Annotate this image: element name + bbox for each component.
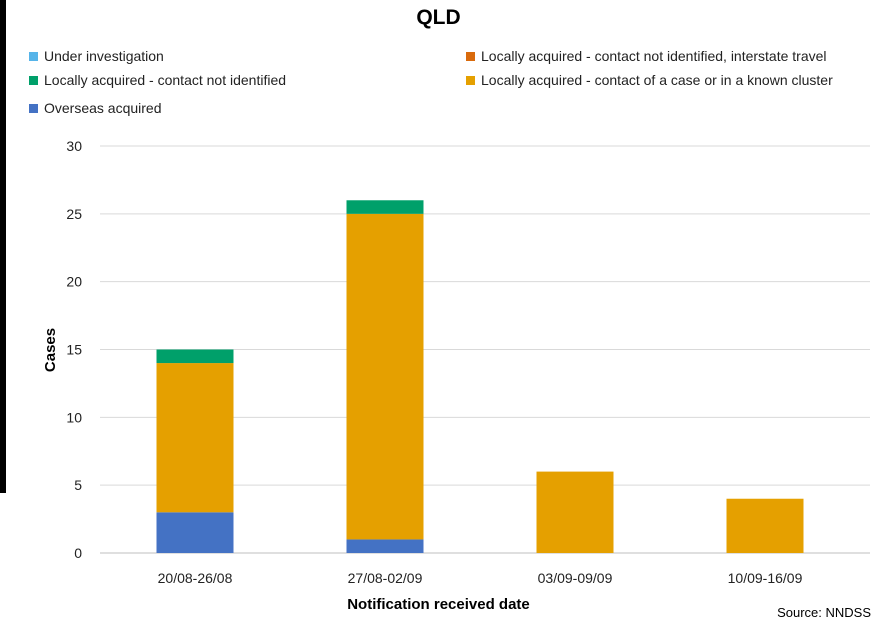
bar-segment [536, 471, 614, 553]
legend: Under investigation Locally acquired - c… [0, 0, 877, 130]
legend-swatch [466, 75, 475, 85]
legend-label: Locally acquired - contact of a case or … [481, 72, 833, 88]
legend-item-under-investigation: Under investigation [29, 48, 164, 64]
bars [156, 200, 804, 553]
source-note: Source: NNDSS [777, 605, 871, 620]
x-tick-labels: 20/08-26/08 27/08-02/09 03/09-09/09 10/09-1… [158, 570, 803, 586]
left-border [0, 0, 6, 493]
legend-label: Overseas acquired [44, 100, 162, 116]
legend-item-contact-not-identified: Locally acquired - contact not identifie… [29, 72, 286, 88]
y-tick-labels: 0 5 10 15 20 25 30 [66, 138, 82, 561]
legend-label: Locally acquired - contact not identifie… [44, 72, 287, 88]
y-tick-label: 15 [66, 342, 82, 358]
y-tick-label: 10 [66, 409, 82, 425]
bar-segment [346, 213, 424, 540]
legend-label: Locally acquired - contact not identifie… [481, 48, 827, 64]
y-tick-label: 20 [66, 274, 82, 290]
legend-swatch [29, 75, 38, 85]
y-axis-title: Cases [42, 328, 59, 372]
y-tick-label: 25 [66, 206, 82, 222]
x-tick-label: 27/08-02/09 [348, 570, 423, 586]
bar-segment [156, 349, 234, 364]
legend-item-contact-of-case: Locally acquired - contact of a case or … [466, 72, 833, 88]
bar-segment [726, 498, 804, 553]
y-tick-label: 30 [66, 138, 82, 154]
legend-swatch [29, 51, 38, 61]
legend-label: Under investigation [44, 48, 164, 64]
x-tick-label: 20/08-26/08 [158, 570, 233, 586]
chart-title: QLD [416, 6, 461, 29]
bar-segment [156, 363, 234, 513]
y-tick-label: 5 [74, 477, 82, 493]
legend-item-interstate-travel: Locally acquired - contact not identifie… [466, 48, 827, 64]
legend-swatch [466, 51, 475, 61]
bar-segment [156, 512, 234, 553]
legend-item-overseas-acquired: Overseas acquired [29, 100, 162, 116]
y-tick-label: 0 [74, 545, 82, 561]
x-axis-title: Notification received date [347, 596, 530, 613]
bar-segment [346, 539, 424, 553]
bar-segment [346, 200, 424, 214]
x-tick-label: 03/09-09/09 [538, 570, 613, 586]
legend-swatch [29, 103, 38, 113]
x-tick-label: 10/09-16/09 [728, 570, 803, 586]
